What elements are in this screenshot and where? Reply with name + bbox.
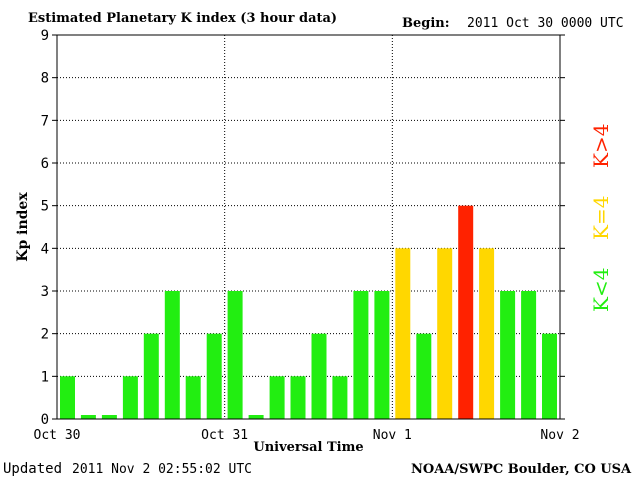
kp-bar [60,376,75,419]
x-axis-label: Universal Time [253,440,363,455]
x-tick-label: Nov 2 [540,428,579,443]
kp-bar [290,376,306,419]
updated-value: 2011 Nov 2 02:55:02 UTC [72,462,253,477]
legend-high: K>4 [589,123,613,168]
kp-bar [521,291,537,419]
kp-bar [269,376,285,419]
chart-title: Estimated Planetary K index (3 hour data… [28,11,338,26]
kp-bar [416,333,432,419]
kp-bar [248,415,264,419]
source-credit: NOAA/SWPC Boulder, CO USA [411,462,632,477]
y-tick-label: 2 [41,327,49,343]
kp-bar [227,291,243,419]
plot-frame [56,34,561,420]
kp-bar [479,248,495,419]
kp-bar [500,291,516,419]
x-tick-label: Oct 30 [34,428,81,443]
x-tick-label: Nov 1 [373,428,412,443]
y-tick-label: 1 [41,369,49,385]
kp-bar [185,376,201,419]
kp-bar [332,376,348,419]
begin-value: 2011 Oct 30 0000 UTC [467,16,624,31]
kp-bar [437,248,453,419]
kp-bar [458,205,474,419]
y-tick-label: 9 [41,28,49,44]
y-axis-label: Kp index [15,192,31,262]
y-tick-label: 3 [41,284,49,300]
y-tick-label: 0 [41,412,49,428]
kp-bar [164,291,180,419]
kp-bar [101,415,117,419]
kp-bar [122,376,138,419]
y-tick-label: 7 [41,113,49,129]
legend-low: K<4 [589,267,613,312]
legend-mid: K=4 [589,195,613,240]
kp-bar [80,415,96,419]
kp-bar [311,333,327,419]
x-tick-label: Oct 31 [201,428,248,443]
y-tick-label: 5 [41,199,49,215]
kp-bar [206,333,222,419]
kp-bar [353,291,369,419]
y-tick-label: 4 [41,241,49,257]
kp-bar [143,333,159,419]
begin-label: Begin: [402,16,450,31]
kp-bar [542,333,557,419]
kp-bar [395,248,411,419]
updated-label: Updated [3,461,63,477]
y-tick-label: 8 [41,71,49,87]
kp-bar [374,291,390,419]
y-tick-label: 6 [41,156,49,172]
